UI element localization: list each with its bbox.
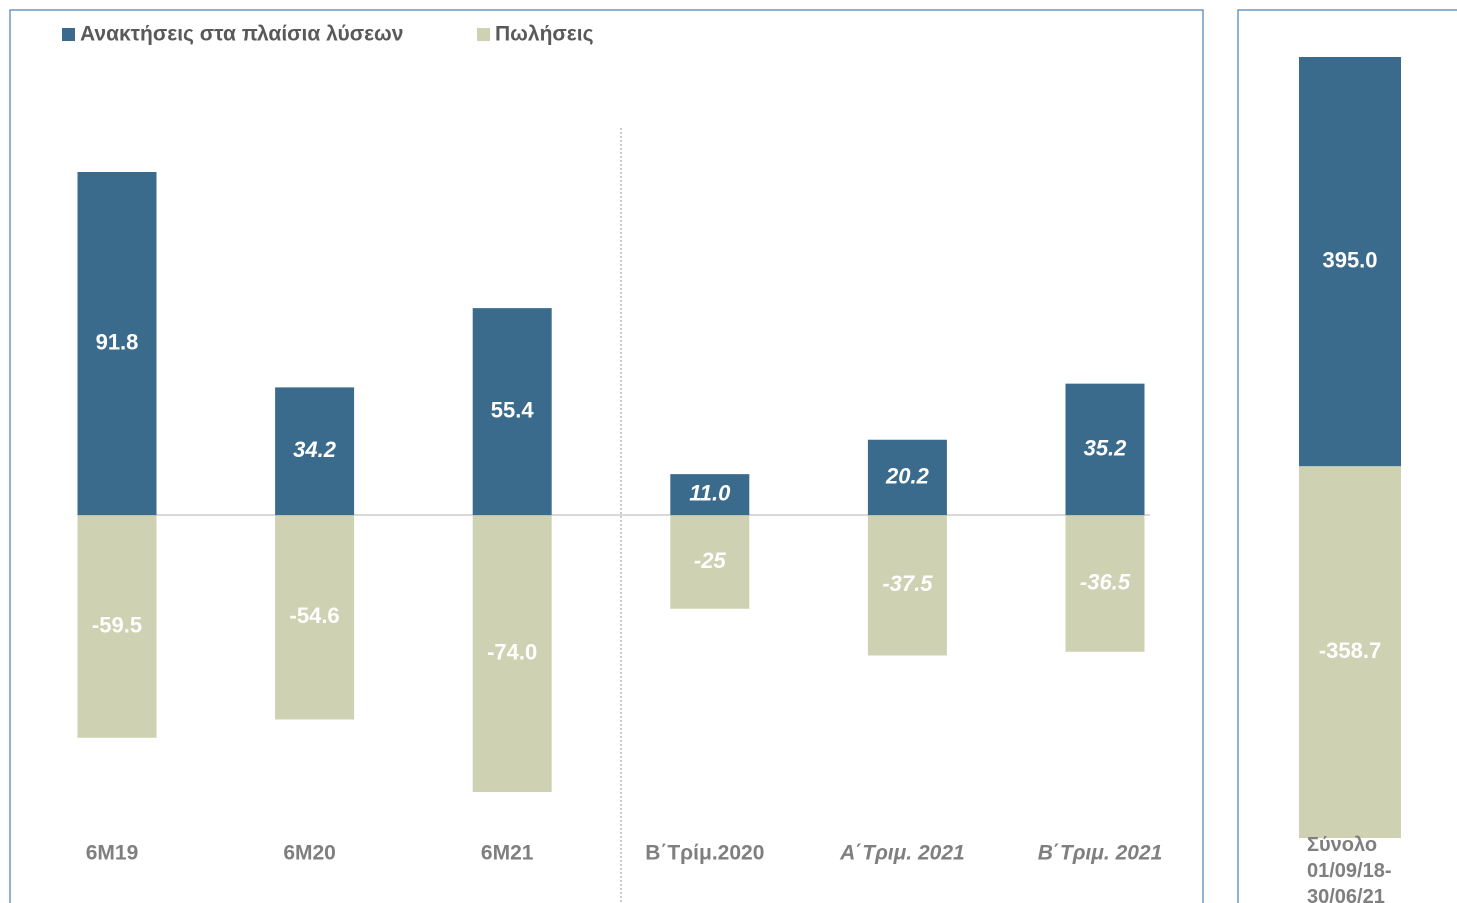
legend-swatch bbox=[62, 28, 75, 41]
data-label: 34.2 bbox=[293, 437, 337, 462]
bar bbox=[1299, 466, 1401, 838]
data-label: -37.5 bbox=[882, 571, 933, 596]
x-tick-label: 6M21 bbox=[481, 842, 534, 865]
legend-label: Ανακτήσεις στα πλαίσια λύσεων bbox=[80, 23, 403, 46]
bar bbox=[867, 515, 947, 656]
data-label: -36.5 bbox=[1080, 569, 1131, 594]
bar bbox=[670, 474, 750, 516]
data-label: -25 bbox=[694, 548, 727, 573]
x-tick-label: Α΄Τριμ. 2021 bbox=[839, 842, 965, 865]
x-tick-label: 6M20 bbox=[283, 842, 336, 865]
data-label: 20.2 bbox=[885, 463, 930, 488]
bar bbox=[77, 515, 157, 738]
bar bbox=[670, 515, 750, 609]
bar bbox=[1065, 515, 1145, 652]
bar bbox=[275, 515, 355, 720]
data-label: 35.2 bbox=[1084, 435, 1128, 460]
data-label: 55.4 bbox=[491, 398, 535, 423]
panel-border bbox=[1237, 9, 1457, 903]
data-label: 11.0 bbox=[689, 481, 731, 506]
legend-label: Πωλήσεις bbox=[495, 23, 594, 46]
data-label: -358.7 bbox=[1319, 638, 1381, 663]
data-label: 91.8 bbox=[96, 329, 139, 354]
data-label: 395.0 bbox=[1322, 247, 1377, 272]
bar bbox=[472, 308, 552, 516]
bar bbox=[77, 172, 157, 516]
bar bbox=[1299, 57, 1401, 467]
data-label: -74.0 bbox=[487, 639, 537, 664]
bar bbox=[1065, 383, 1145, 516]
x-tick-label: Σύνολο 01/09/18-30/06/21 bbox=[1307, 834, 1392, 903]
data-label: -59.5 bbox=[92, 612, 142, 637]
x-tick-label: Β΄Τρίμ.2020 bbox=[645, 842, 764, 865]
bar bbox=[867, 439, 947, 516]
x-tick-label: 6M19 bbox=[86, 842, 139, 865]
panel-border bbox=[9, 9, 1204, 903]
bar bbox=[275, 387, 355, 516]
x-tick-label: Β΄Τριμ. 2021 bbox=[1038, 842, 1163, 865]
data-label: -54.6 bbox=[290, 603, 340, 628]
bar bbox=[472, 515, 552, 792]
legend-swatch bbox=[477, 28, 490, 41]
